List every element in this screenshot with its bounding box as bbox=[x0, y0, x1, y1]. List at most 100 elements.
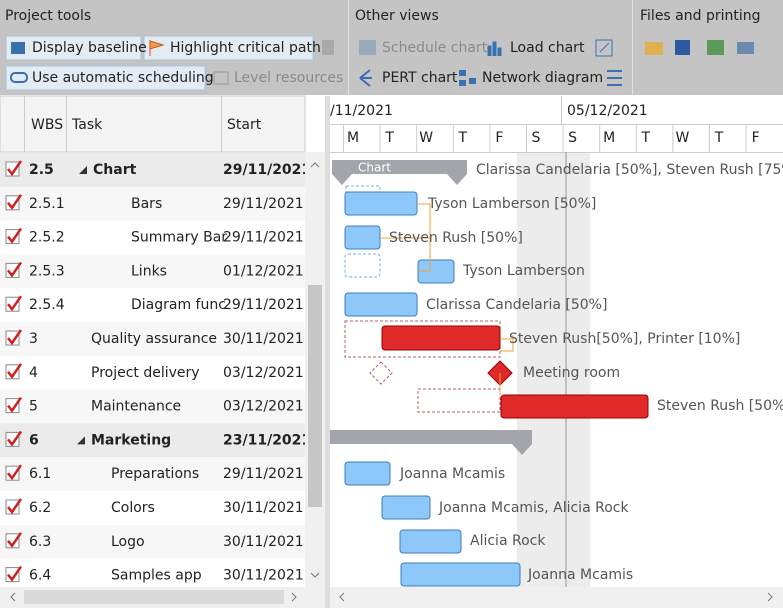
start-date: 29/11/2021 bbox=[223, 466, 304, 482]
row-bg[interactable] bbox=[0, 153, 305, 187]
critical-bar[interactable] bbox=[500, 394, 649, 419]
day-label: M bbox=[347, 130, 359, 146]
row-bg[interactable] bbox=[0, 288, 305, 323]
summary-bar[interactable] bbox=[332, 160, 467, 185]
row-bg[interactable] bbox=[0, 322, 305, 356]
row-bg[interactable] bbox=[0, 254, 305, 289]
button-label[interactable]: Load chart bbox=[510, 40, 585, 56]
wbs: 5 bbox=[29, 399, 38, 415]
scroll-arrow[interactable] bbox=[10, 592, 773, 602]
wbs: 6.2 bbox=[29, 500, 51, 516]
day-label: S bbox=[568, 130, 577, 146]
bar-label: Clarissa Candelaria [50%] bbox=[426, 297, 607, 313]
check bbox=[7, 295, 23, 312]
row-bg[interactable] bbox=[0, 558, 305, 593]
wbs: 6.1 bbox=[29, 466, 51, 482]
row-bg[interactable] bbox=[0, 389, 305, 424]
task-name: Samples app bbox=[111, 568, 202, 584]
task-bar[interactable] bbox=[381, 495, 431, 520]
wbs: 3 bbox=[29, 331, 38, 347]
check bbox=[7, 464, 23, 481]
day-label: S bbox=[532, 130, 541, 146]
row-bg[interactable] bbox=[0, 524, 305, 559]
check bbox=[7, 261, 23, 278]
group-title: Other views bbox=[355, 8, 439, 24]
day-label: T bbox=[714, 130, 724, 146]
check bbox=[7, 396, 23, 413]
task-name: Maintenance bbox=[91, 399, 181, 415]
button-label[interactable]: Network diagram bbox=[482, 70, 603, 86]
start-date: 03/12/2021 bbox=[223, 365, 304, 381]
row-bg[interactable] bbox=[0, 220, 305, 255]
day-label: T bbox=[384, 130, 394, 146]
splitter[interactable] bbox=[325, 96, 330, 608]
scroll-thumb[interactable] bbox=[308, 285, 322, 507]
icon bbox=[707, 40, 724, 55]
column-header: Start bbox=[227, 117, 262, 133]
row-bg[interactable] bbox=[0, 423, 305, 458]
row-bg[interactable] bbox=[0, 186, 305, 221]
summary-bar[interactable] bbox=[330, 430, 532, 455]
baseline-milestone bbox=[369, 361, 393, 385]
check bbox=[7, 565, 23, 582]
scroll-thumb[interactable] bbox=[24, 590, 284, 604]
weekend-shade bbox=[517, 152, 590, 587]
icon bbox=[213, 71, 229, 85]
start-date: 03/12/2021 bbox=[223, 399, 304, 415]
start-date: 01/12/2021 bbox=[223, 263, 304, 279]
bar-label: Clarissa Candelaria [50%], Steven Rush [… bbox=[476, 162, 783, 178]
task-bar[interactable] bbox=[344, 191, 418, 216]
date-header: /11/2021 bbox=[330, 103, 393, 119]
row-bg[interactable] bbox=[0, 355, 305, 390]
expander[interactable] bbox=[77, 436, 85, 445]
button-bg[interactable] bbox=[5, 35, 142, 61]
button-label[interactable]: Use automatic scheduling bbox=[32, 70, 214, 86]
button-label[interactable]: Level resources bbox=[234, 70, 343, 86]
check bbox=[7, 532, 23, 548]
wbs: 2.5.2 bbox=[29, 230, 65, 246]
icon bbox=[607, 70, 622, 86]
button-bg[interactable] bbox=[5, 65, 206, 91]
task-bar[interactable] bbox=[344, 225, 381, 250]
row-bg[interactable] bbox=[0, 457, 305, 492]
baseline bbox=[344, 253, 381, 278]
task-name: Diagram func bbox=[131, 297, 226, 313]
task-bar[interactable] bbox=[344, 461, 391, 486]
bar-label: Joanna Mcamis bbox=[399, 466, 505, 482]
task-name: Quality assurance bbox=[91, 331, 217, 347]
start-date: 29/11/2021 bbox=[223, 230, 304, 246]
button-label[interactable]: Display baseline bbox=[32, 40, 147, 56]
day-label: M bbox=[603, 130, 615, 146]
button-label[interactable]: Schedule chart bbox=[382, 40, 488, 56]
icon bbox=[675, 40, 690, 55]
day-label: T bbox=[458, 130, 468, 146]
baseline bbox=[417, 388, 501, 413]
task-name: Chart bbox=[93, 162, 137, 178]
bar-label: Joanna Mcamis bbox=[527, 567, 633, 583]
icon bbox=[359, 69, 372, 87]
group-title: Project tools bbox=[5, 8, 91, 24]
bar-label: Joanna Mcamis, Alicia Rock bbox=[438, 500, 629, 516]
summary-label: Chart bbox=[358, 161, 391, 175]
task-bar[interactable] bbox=[400, 562, 521, 587]
button-label[interactable]: PERT chart bbox=[382, 70, 458, 86]
check bbox=[7, 160, 23, 177]
expander[interactable] bbox=[79, 166, 87, 174]
task-bar[interactable] bbox=[399, 529, 462, 554]
bar-label: Steven Rush[50%], Printer [10%] bbox=[509, 331, 740, 347]
task-bar[interactable] bbox=[344, 292, 418, 317]
critical-bar[interactable] bbox=[381, 325, 501, 351]
h-scrollbar[interactable] bbox=[330, 587, 783, 608]
button-label[interactable]: Highlight critical path bbox=[170, 40, 321, 56]
icon bbox=[11, 42, 25, 54]
start-date: 23/11/2021 bbox=[223, 432, 311, 448]
bar-label: Alicia Rock bbox=[470, 533, 546, 549]
task-name: Links bbox=[131, 263, 167, 279]
button-bg[interactable] bbox=[143, 35, 314, 61]
icon bbox=[10, 72, 28, 83]
icon bbox=[487, 41, 502, 56]
day-label: W bbox=[419, 130, 433, 146]
row-bg[interactable] bbox=[0, 491, 305, 525]
scroll-arrow[interactable] bbox=[310, 162, 320, 578]
